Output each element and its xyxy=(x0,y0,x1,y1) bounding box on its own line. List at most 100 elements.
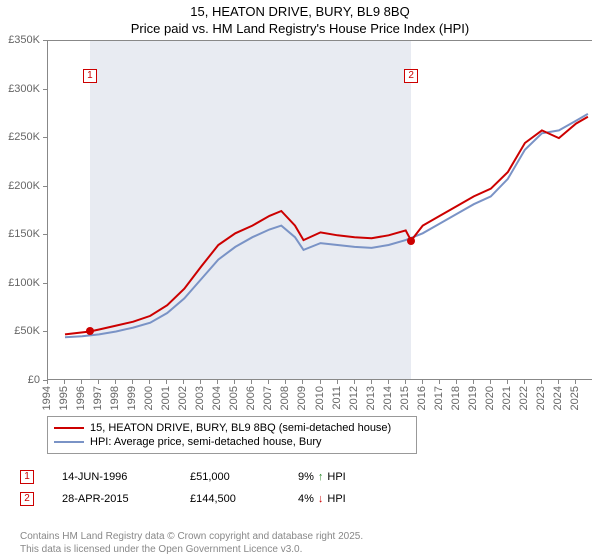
sales-table: 1 14-JUN-1996 £51,000 9% ↑HPI 2 28-APR-2015 £14… xyxy=(20,466,378,510)
legend-swatch xyxy=(54,441,84,443)
x-tick xyxy=(285,380,286,384)
legend-label: HPI: Average price, semi-detached house,… xyxy=(90,436,322,448)
y-tick xyxy=(43,89,47,90)
x-axis-label: 2024 xyxy=(552,386,564,410)
legend-row: HPI: Average price, semi-detached house,… xyxy=(54,435,410,449)
x-axis-label: 2008 xyxy=(279,386,291,410)
x-tick xyxy=(371,380,372,384)
series-hpi xyxy=(65,114,588,337)
sale-pct-suffix: HPI xyxy=(327,471,345,483)
legend-swatch xyxy=(54,427,84,429)
x-tick xyxy=(337,380,338,384)
y-tick xyxy=(43,234,47,235)
x-axis-label: 2007 xyxy=(262,386,274,410)
chart-title: 15, HEATON DRIVE, BURY, BL9 8BQ Price pa… xyxy=(0,0,600,38)
x-tick xyxy=(302,380,303,384)
footer-line1: Contains HM Land Registry data © Crown c… xyxy=(20,531,363,544)
x-axis-label: 2019 xyxy=(467,386,479,410)
sale-pct-value: 4% xyxy=(298,493,314,505)
x-axis-label: 2017 xyxy=(433,386,445,410)
x-tick xyxy=(558,380,559,384)
x-axis-label: 1998 xyxy=(109,386,121,410)
x-axis-label: 2006 xyxy=(245,386,257,410)
x-axis-label: 2012 xyxy=(348,386,360,410)
x-tick xyxy=(422,380,423,384)
line-series-svg xyxy=(48,41,592,380)
x-axis-label: 1995 xyxy=(58,386,70,410)
sale-pct-value: 9% xyxy=(298,471,314,483)
x-tick xyxy=(251,380,252,384)
legend: 15, HEATON DRIVE, BURY, BL9 8BQ (semi-de… xyxy=(47,416,417,454)
sale-date: 14-JUN-1996 xyxy=(62,471,162,483)
sale-price: £144,500 xyxy=(190,493,270,505)
sale-pct-suffix: HPI xyxy=(327,493,345,505)
x-tick xyxy=(200,380,201,384)
x-tick xyxy=(405,380,406,384)
x-axis-label: 2021 xyxy=(501,386,513,410)
x-tick xyxy=(183,380,184,384)
title-line1: 15, HEATON DRIVE, BURY, BL9 8BQ xyxy=(0,4,600,21)
x-tick xyxy=(490,380,491,384)
series-price_paid xyxy=(65,117,588,335)
x-axis-label: 2011 xyxy=(331,386,343,410)
x-tick xyxy=(98,380,99,384)
x-tick xyxy=(47,380,48,384)
y-axis-label: £300K xyxy=(0,83,40,95)
x-axis-label: 1994 xyxy=(41,386,53,410)
sale-row-marker: 1 xyxy=(20,470,34,484)
y-axis-label: £250K xyxy=(0,131,40,143)
y-axis-label: £150K xyxy=(0,228,40,240)
y-axis-label: £350K xyxy=(0,34,40,46)
y-tick xyxy=(43,283,47,284)
x-axis-label: 2015 xyxy=(399,386,411,410)
sale-dot xyxy=(407,237,415,245)
sale-price: £51,000 xyxy=(190,471,270,483)
sale-date: 28-APR-2015 xyxy=(62,493,162,505)
x-tick xyxy=(575,380,576,384)
x-tick xyxy=(541,380,542,384)
x-tick xyxy=(81,380,82,384)
x-axis-label: 2016 xyxy=(416,386,428,410)
sale-row: 2 28-APR-2015 £144,500 4%↓HPI xyxy=(20,488,378,510)
x-axis-label: 2001 xyxy=(160,386,172,410)
y-axis-label: £50K xyxy=(0,325,40,337)
x-tick xyxy=(456,380,457,384)
x-tick xyxy=(507,380,508,384)
x-axis-label: 2013 xyxy=(365,386,377,410)
title-line2: Price paid vs. HM Land Registry's House … xyxy=(0,21,600,38)
legend-label: 15, HEATON DRIVE, BURY, BL9 8BQ (semi-de… xyxy=(90,422,391,434)
plot-region: 12 xyxy=(47,40,592,380)
arrow-up-icon: ↑ xyxy=(318,471,324,483)
x-axis-label: 1999 xyxy=(126,386,138,410)
x-tick xyxy=(268,380,269,384)
x-tick xyxy=(473,380,474,384)
x-axis-label: 2014 xyxy=(382,386,394,410)
x-tick xyxy=(439,380,440,384)
x-axis-label: 2005 xyxy=(228,386,240,410)
y-tick xyxy=(43,137,47,138)
sale-row: 1 14-JUN-1996 £51,000 9% ↑HPI xyxy=(20,466,378,488)
sale-pct: 9% ↑HPI xyxy=(298,471,378,483)
x-axis-label: 1996 xyxy=(75,386,87,410)
x-tick xyxy=(149,380,150,384)
x-tick xyxy=(217,380,218,384)
y-axis-label: £200K xyxy=(0,180,40,192)
x-tick xyxy=(132,380,133,384)
x-axis-label: 2000 xyxy=(143,386,155,410)
y-axis-label: £100K xyxy=(0,277,40,289)
sale-pct: 4%↓HPI xyxy=(298,493,378,505)
x-tick xyxy=(166,380,167,384)
x-tick xyxy=(354,380,355,384)
x-axis-label: 2025 xyxy=(569,386,581,410)
y-tick xyxy=(43,331,47,332)
sale-row-marker: 2 xyxy=(20,492,34,506)
x-axis-label: 2009 xyxy=(296,386,308,410)
y-axis-label: £0 xyxy=(0,374,40,386)
x-tick xyxy=(320,380,321,384)
x-axis-label: 1997 xyxy=(92,386,104,410)
x-axis-label: 2018 xyxy=(450,386,462,410)
x-axis-label: 2022 xyxy=(518,386,530,410)
x-tick xyxy=(64,380,65,384)
y-tick xyxy=(43,40,47,41)
footer-attribution: Contains HM Land Registry data © Crown c… xyxy=(20,531,363,556)
